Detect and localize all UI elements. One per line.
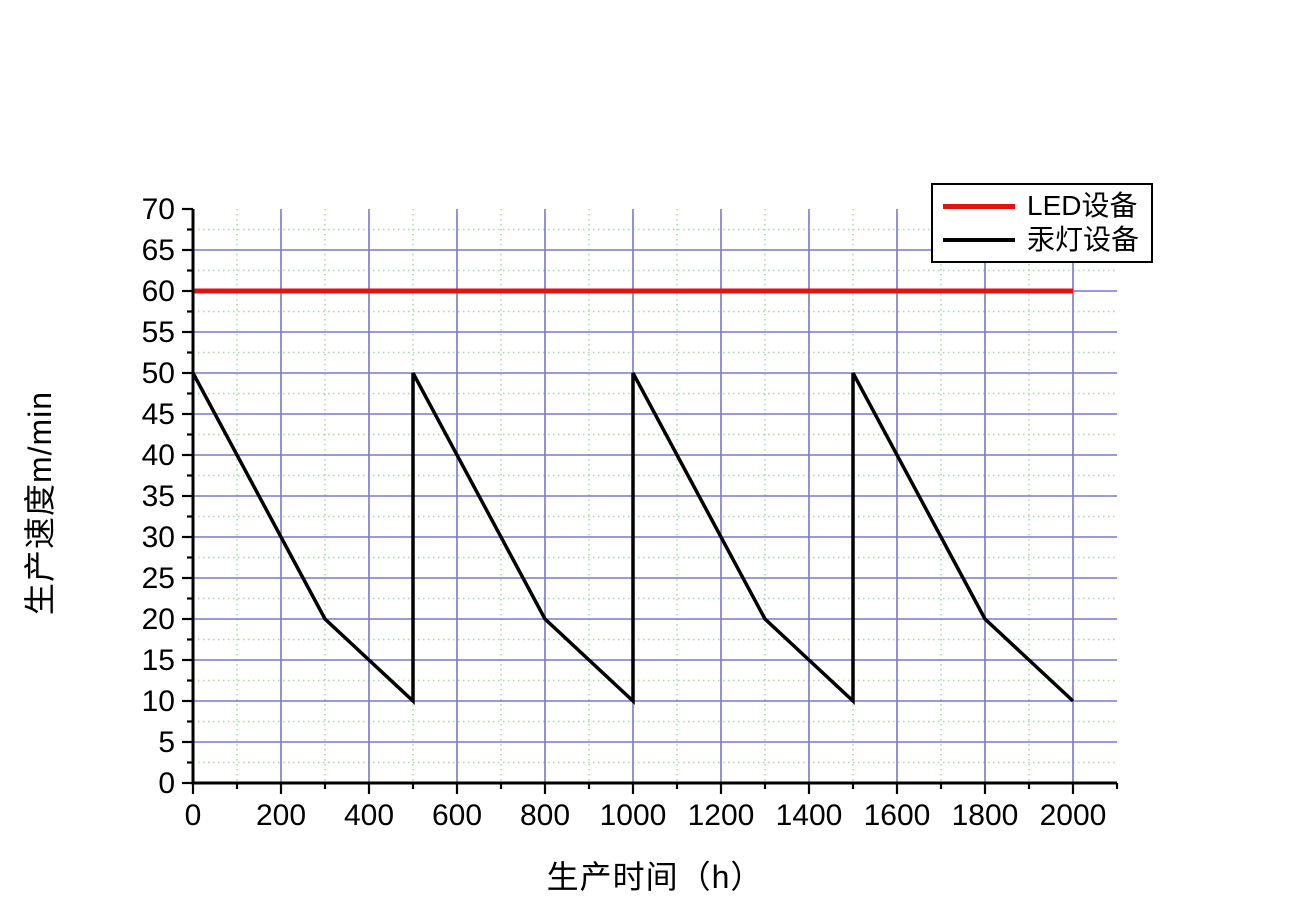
x-tick-label: 1600 [864, 799, 931, 832]
legend: LED设备 汞灯设备 [931, 183, 1154, 263]
x-tick-label: 600 [432, 799, 482, 832]
y-tick-label: 25 [142, 562, 175, 595]
x-tick-label: 0 [185, 799, 202, 832]
y-tick-label: 5 [158, 726, 175, 759]
y-axis-title: 生产速度m/min [22, 390, 58, 616]
y-tick-label: 65 [142, 234, 175, 267]
y-tick-label: 0 [158, 767, 175, 800]
y-tick-label: 60 [142, 275, 175, 308]
x-tick-label: 1000 [600, 799, 667, 832]
x-tick-label: 2000 [1040, 799, 1107, 832]
series-lines [191, 288, 1075, 706]
legend-entry-led: LED设备 [943, 191, 1139, 221]
legend-entry-mercury: 汞灯设备 [943, 225, 1139, 255]
x-tick-label: 1400 [776, 799, 843, 832]
x-axis-title: 生产时间（h） [546, 859, 764, 895]
x-tick-label: 1200 [688, 799, 755, 832]
legend-line-sample-led [943, 203, 1015, 209]
y-tick-label: 10 [142, 685, 175, 718]
y-tick-label: 20 [142, 603, 175, 636]
x-tick-label: 1800 [952, 799, 1019, 832]
legend-label-led: LED设备 [1027, 190, 1138, 221]
gridlines-minor [193, 209, 1117, 783]
y-tick-label: 40 [142, 439, 175, 472]
y-tick-label: 50 [142, 357, 175, 390]
tick-labels: 0 200 400 600 800 1000 1200 1400 1600 1800 2000 0 5 1… [142, 193, 1107, 832]
y-tick-label: 30 [142, 521, 175, 554]
x-tick-label: 400 [344, 799, 394, 832]
legend-label-mercury: 汞灯设备 [1027, 224, 1140, 255]
legend-line-sample-mercury [943, 238, 1015, 242]
x-tick-label: 800 [520, 799, 570, 832]
ticks [182, 207, 1119, 794]
y-tick-label: 70 [142, 193, 175, 226]
y-tick-label: 55 [142, 316, 175, 349]
series-line-1 [191, 372, 1075, 706]
gridlines-major [193, 209, 1117, 783]
y-tick-label: 45 [142, 398, 175, 431]
y-tick-label: 15 [142, 644, 175, 677]
y-tick-label: 35 [142, 480, 175, 513]
x-tick-label: 200 [256, 799, 306, 832]
